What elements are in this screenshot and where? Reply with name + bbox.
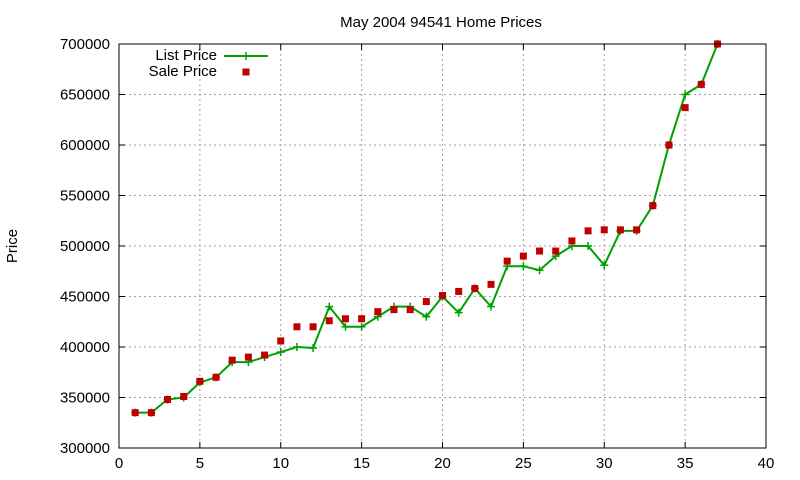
x-tick-label: 15 (353, 455, 370, 472)
y-tick-label: 500000 (60, 238, 110, 255)
sale-price-point (358, 315, 366, 323)
sale-price-point (212, 373, 220, 381)
x-tick-label: 20 (434, 455, 451, 472)
y-axis-label: Price (4, 229, 21, 263)
sale-price-point (244, 353, 252, 361)
y-tick-label: 650000 (60, 87, 110, 104)
sale-price-point (665, 141, 673, 149)
sale-price-point (147, 409, 155, 417)
sale-price-point (519, 252, 527, 260)
y-tick-label: 550000 (60, 188, 110, 205)
sale-price-point (503, 257, 511, 265)
list-price-point (519, 262, 528, 271)
y-tick-label: 300000 (60, 440, 110, 457)
sale-price-point (196, 377, 204, 385)
sale-price-point (341, 315, 349, 323)
x-tick-label: 25 (515, 455, 532, 472)
x-tick-label: 5 (196, 455, 204, 472)
sale-price-point (180, 392, 188, 400)
x-tick-label: 35 (677, 455, 694, 472)
x-tick-label: 30 (596, 455, 613, 472)
sale-price-point (552, 247, 560, 255)
sale-price-point (293, 323, 301, 331)
sale-price-point (649, 202, 657, 210)
list-price-point (357, 322, 366, 331)
sale-price-point (228, 356, 236, 364)
y-tick-label: 400000 (60, 339, 110, 356)
y-tick-label: 700000 (60, 36, 110, 53)
list-price-point (422, 312, 431, 321)
sale-price-point (390, 306, 398, 314)
list-price-point (325, 302, 334, 311)
sale-price-point (277, 337, 285, 345)
sale-price-point (633, 226, 641, 234)
sale-price-point (584, 227, 592, 235)
legend-label-list-price: List Price (155, 47, 217, 64)
list-price-point (276, 348, 285, 357)
list-price-point (535, 266, 544, 275)
sale-price-point (261, 351, 269, 359)
list-price-point (454, 308, 463, 317)
sale-price-point (406, 306, 414, 314)
legend-label-sale-price: Sale Price (149, 63, 217, 80)
x-tick-label: 40 (758, 455, 775, 472)
y-tick-label: 450000 (60, 289, 110, 306)
sale-price-point (439, 291, 446, 299)
chart-title: May 2004 94541 Home Prices (340, 14, 542, 31)
sale-price-point (309, 323, 317, 331)
series (131, 40, 722, 417)
list-price-point (341, 322, 350, 331)
y-tick-label: 600000 (60, 137, 110, 154)
sale-price-point (697, 80, 705, 88)
sale-price-point (681, 104, 689, 112)
sale-price-point (374, 308, 382, 316)
list-price-point (309, 344, 318, 353)
sale-price-point (131, 409, 139, 417)
sale-price-point (600, 226, 608, 234)
legend-swatch-sale-square (242, 68, 250, 76)
list-price-point (600, 261, 609, 270)
grid (119, 44, 766, 448)
list-price-point (584, 242, 593, 250)
sale-price-point (164, 396, 172, 404)
sale-price-point (455, 287, 463, 295)
list-price-point (487, 302, 496, 311)
sale-price-point (616, 226, 624, 234)
y-tick-label: 350000 (60, 390, 110, 407)
sale-price-point (325, 317, 333, 325)
sale-price-point (471, 284, 479, 292)
sale-price-point (422, 298, 430, 306)
sale-price-point (568, 237, 576, 245)
list-price-point (681, 90, 690, 99)
x-tick-label: 0 (115, 455, 123, 472)
axis-ticks: 0 5 10 15 20 25 30 35 40 300000 350000 400000 450000… (60, 36, 774, 472)
x-tick-label: 10 (272, 455, 289, 472)
plot-frame (118, 43, 767, 449)
sale-price-point (487, 280, 495, 288)
sale-price-point (536, 247, 544, 255)
list-price-line (135, 43, 719, 414)
list-price-point (292, 343, 301, 351)
